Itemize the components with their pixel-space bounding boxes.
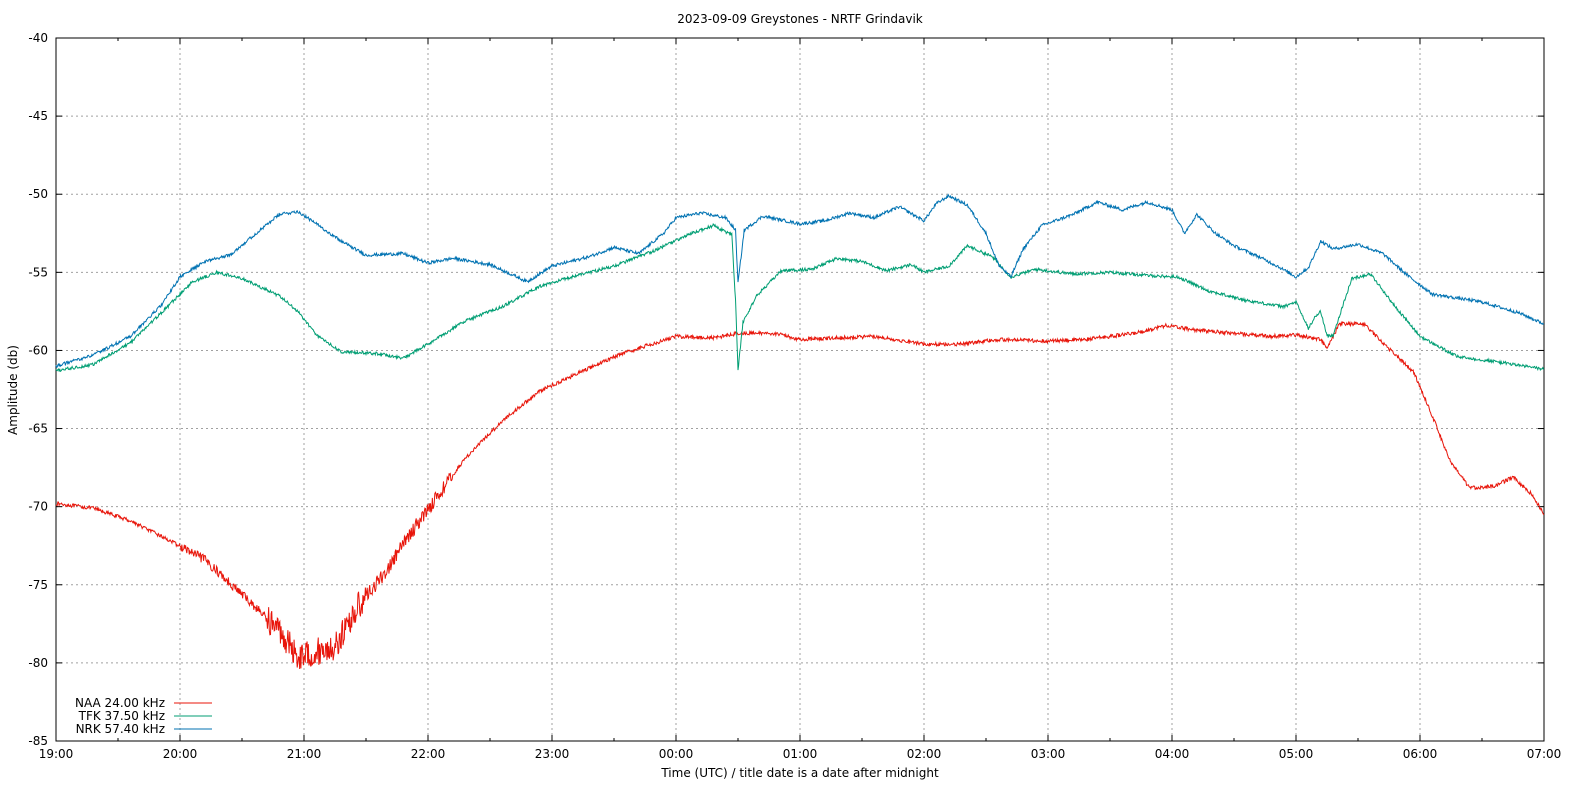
y-tick-label: -40 <box>28 31 48 45</box>
x-tick-label: 05:00 <box>1279 747 1314 761</box>
y-tick-label: -75 <box>28 578 48 592</box>
y-tick-label: -45 <box>28 109 48 123</box>
x-tick-label: 21:00 <box>287 747 322 761</box>
x-tick-label: 02:00 <box>907 747 942 761</box>
x-axis-label: Time (UTC) / title date is a date after … <box>660 766 939 780</box>
chart-title: 2023-09-09 Greystones - NRTF Grindavik <box>677 12 923 26</box>
x-tick-label: 22:00 <box>411 747 446 761</box>
x-tick-label: 01:00 <box>783 747 818 761</box>
y-tick-label: -80 <box>28 656 48 670</box>
x-tick-label: 19:00 <box>39 747 74 761</box>
grid-lines <box>56 38 1544 741</box>
y-tick-label: -85 <box>28 734 48 748</box>
y-tick-label: -50 <box>28 187 48 201</box>
y-tick-label: -65 <box>28 422 48 436</box>
x-tick-label: 07:00 <box>1527 747 1562 761</box>
legend-label: NAA 24.00 kHz <box>75 696 165 710</box>
legend-label: NRK 57.40 kHz <box>76 722 165 736</box>
y-tick-label: -55 <box>28 265 48 279</box>
y-axis-label: Amplitude (db) <box>6 345 20 435</box>
series-line <box>55 223 1545 373</box>
x-tick-label: 23:00 <box>535 747 570 761</box>
series-line <box>55 320 1545 669</box>
series-lines <box>55 193 1545 669</box>
x-tick-label: 04:00 <box>1155 747 1190 761</box>
x-tick-label: 03:00 <box>1031 747 1066 761</box>
series-line <box>55 193 1545 368</box>
y-tick-label: -70 <box>28 500 48 514</box>
x-tick-label: 00:00 <box>659 747 694 761</box>
y-tick-label: -60 <box>28 343 48 357</box>
legend-label: TFK 37.50 kHz <box>78 709 165 723</box>
x-tick-label: 20:00 <box>163 747 198 761</box>
x-tick-label: 06:00 <box>1403 747 1438 761</box>
